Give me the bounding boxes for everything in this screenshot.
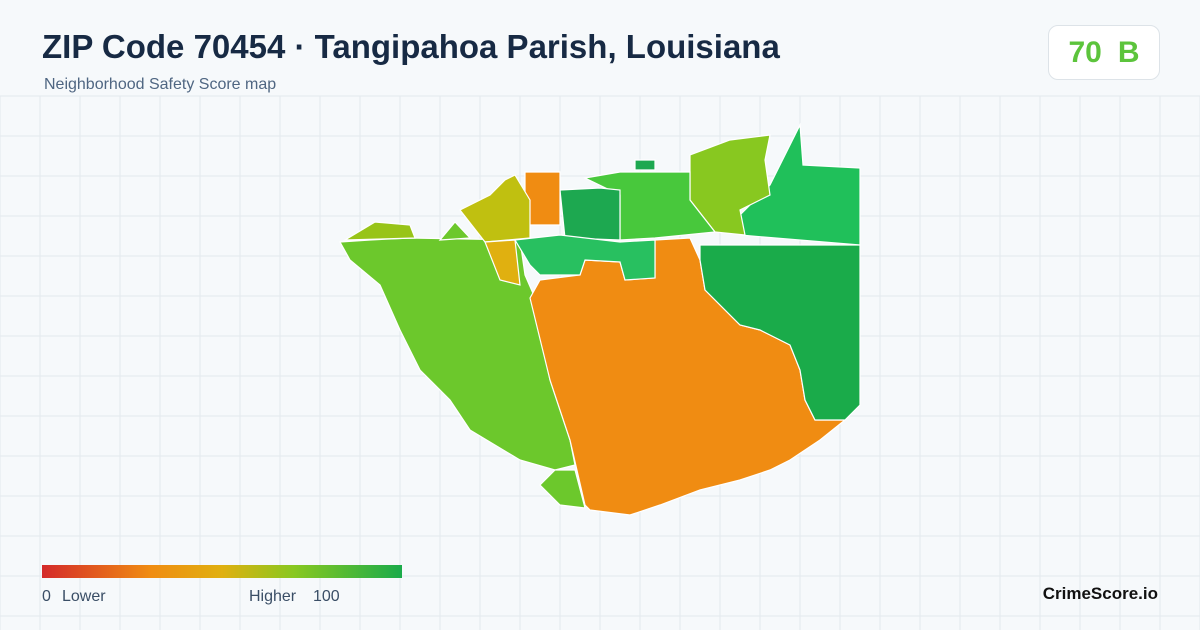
legend-min-label: Lower: [62, 588, 106, 605]
region: [699, 244, 861, 421]
subtitle: Neighborhood Safety Score map: [44, 76, 277, 93]
region: [559, 187, 621, 241]
legend-gradient: [42, 565, 402, 578]
region: [514, 234, 656, 281]
brand: CrimeScore.io: [1042, 584, 1158, 603]
region: [539, 469, 586, 509]
title: ZIP Code 70454 · Tangipahoa Parish, Loui…: [42, 28, 780, 65]
regions: [339, 122, 861, 516]
legend-max-label: Higher: [249, 588, 297, 605]
legend-min: 0: [42, 588, 51, 605]
region: [739, 122, 861, 246]
score-badge: 70 B: [1048, 25, 1160, 80]
region: [438, 221, 472, 241]
legend-max: 100: [313, 588, 340, 605]
region: [634, 159, 656, 171]
region: [484, 239, 521, 286]
score-value: 70: [1068, 35, 1102, 69]
score-grade: B: [1117, 35, 1140, 69]
region: [459, 174, 531, 243]
region: [342, 221, 416, 241]
